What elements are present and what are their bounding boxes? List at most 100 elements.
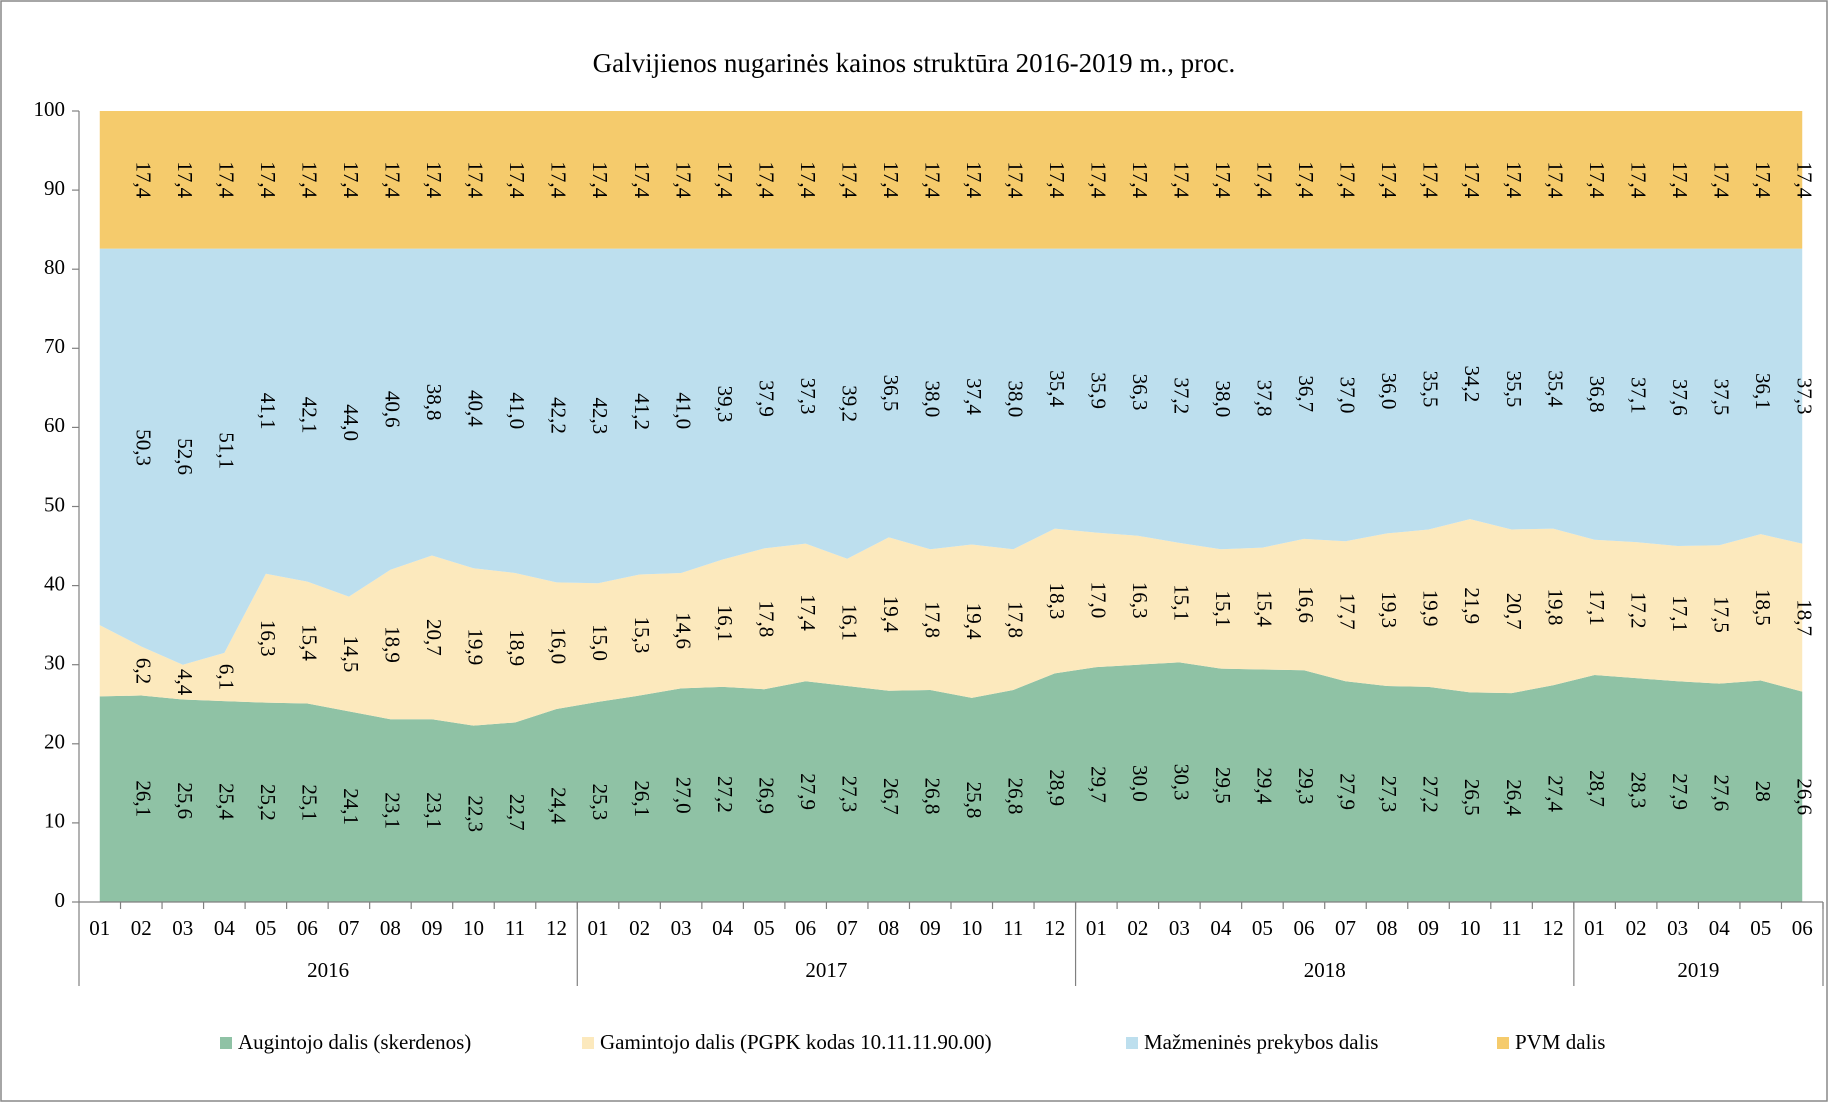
data-label: 41,0 [505,392,529,429]
x-tick-label: 09 [421,916,442,940]
data-label: 27,3 [1377,776,1401,813]
data-label: 20,7 [422,619,446,656]
data-label: 17,4 [131,161,155,198]
year-label: 2019 [1677,958,1719,982]
year-label: 2018 [1304,958,1346,982]
chart-title: Galvijienos nugarinės kainos struktūra 2… [593,48,1236,78]
data-label: 17,4 [1751,161,1775,198]
data-label: 17,4 [1003,161,1027,198]
x-tick-label: 03 [172,916,193,940]
data-label: 25,3 [588,784,612,821]
data-label: 37,1 [1626,377,1650,414]
data-label: 26,5 [1460,779,1484,816]
x-tick-label: 07 [1335,916,1356,940]
data-label: 37,6 [1668,379,1692,416]
year-label: 2017 [805,958,847,982]
data-label: 17,4 [1336,161,1360,198]
data-label: 18,5 [1751,589,1775,626]
y-tick-label: 10 [44,809,65,833]
data-label: 27,6 [1709,774,1733,811]
data-label: 17,4 [1668,161,1692,198]
data-label: 18,7 [1792,599,1816,636]
data-label: 17,4 [1211,161,1235,198]
data-label: 36,8 [1585,376,1609,413]
data-label: 26,8 [1003,778,1027,815]
x-tick-label: 11 [1501,916,1521,940]
x-tick-label: 09 [920,916,941,940]
x-tick-label: 08 [1377,916,1398,940]
y-tick-label: 40 [44,571,65,595]
data-label: 36,3 [1128,374,1152,411]
data-label: 41,1 [256,393,280,430]
legend-label: Mažmeninės prekybos dalis [1144,1030,1378,1054]
data-label: 17,4 [588,161,612,198]
x-tick-label: 06 [297,916,318,940]
area [99,662,1803,902]
data-label: 17,4 [256,161,280,198]
data-label: 38,0 [920,381,944,418]
data-label: 50,3 [131,429,155,466]
data-label: 26,6 [1792,778,1816,815]
y-tick-label: 20 [44,730,65,754]
data-label: 20,7 [1502,593,1526,630]
data-label: 28,3 [1626,772,1650,809]
data-label: 36,1 [1751,373,1775,410]
data-label: 19,9 [464,629,488,666]
data-label: 35,5 [1502,371,1526,408]
data-label: 17,4 [1377,161,1401,198]
data-label: 37,3 [796,378,820,415]
data-label: 40,4 [464,390,488,427]
data-label: 17,4 [505,161,529,198]
data-label: 29,7 [1087,766,1111,803]
x-tick-label: 01 [89,916,110,940]
data-label: 19,8 [1543,589,1567,626]
data-label: 15,0 [588,624,612,661]
data-label: 17,4 [464,161,488,198]
x-tick-label: 02 [1127,916,1148,940]
data-label: 17,4 [630,161,654,198]
data-label: 6,2 [131,658,155,684]
data-label: 38,0 [1211,381,1235,418]
data-label: 16,3 [256,620,280,657]
data-label: 14,5 [339,636,363,673]
legend-swatch [582,1037,594,1049]
data-label: 17,4 [837,161,861,198]
y-tick-label: 80 [44,255,65,279]
data-label: 27,9 [1336,773,1360,810]
x-tick-label: 03 [671,916,692,940]
data-label: 14,6 [671,612,695,649]
x-tick-label: 12 [1543,916,1564,940]
area [99,111,1803,249]
data-label: 17,4 [1045,161,1069,198]
data-label: 51,1 [215,432,239,469]
y-tick-label: 60 [44,413,65,437]
legend-swatch [1497,1037,1509,1049]
legend-swatch [220,1037,232,1049]
data-label: 27,9 [1668,773,1692,810]
data-label: 17,4 [547,161,571,198]
data-label: 41,0 [671,392,695,429]
x-tick-label: 12 [1044,916,1065,940]
data-label: 17,4 [1792,161,1816,198]
data-label: 17,4 [796,594,820,631]
data-label: 17,4 [1087,161,1111,198]
data-label: 26,7 [879,778,903,815]
data-label: 4,4 [173,669,197,696]
x-tick-label: 11 [1003,916,1023,940]
data-label: 37,8 [1253,380,1277,417]
data-label: 37,0 [1336,377,1360,414]
data-label: 35,4 [1045,370,1069,407]
data-label: 37,2 [1170,377,1194,414]
data-label: 17,1 [1668,595,1692,632]
data-label: 25,2 [256,784,280,821]
data-label: 24,4 [547,787,571,824]
data-label: 28,7 [1585,770,1609,807]
data-label: 17,4 [962,161,986,198]
data-label: 37,3 [1792,378,1816,415]
data-label: 23,1 [381,792,405,829]
data-label: 15,3 [630,617,654,654]
data-label: 17,8 [1003,601,1027,638]
data-label: 22,7 [505,794,529,831]
data-label: 36,7 [1294,375,1318,412]
legend-swatch [1126,1037,1138,1049]
